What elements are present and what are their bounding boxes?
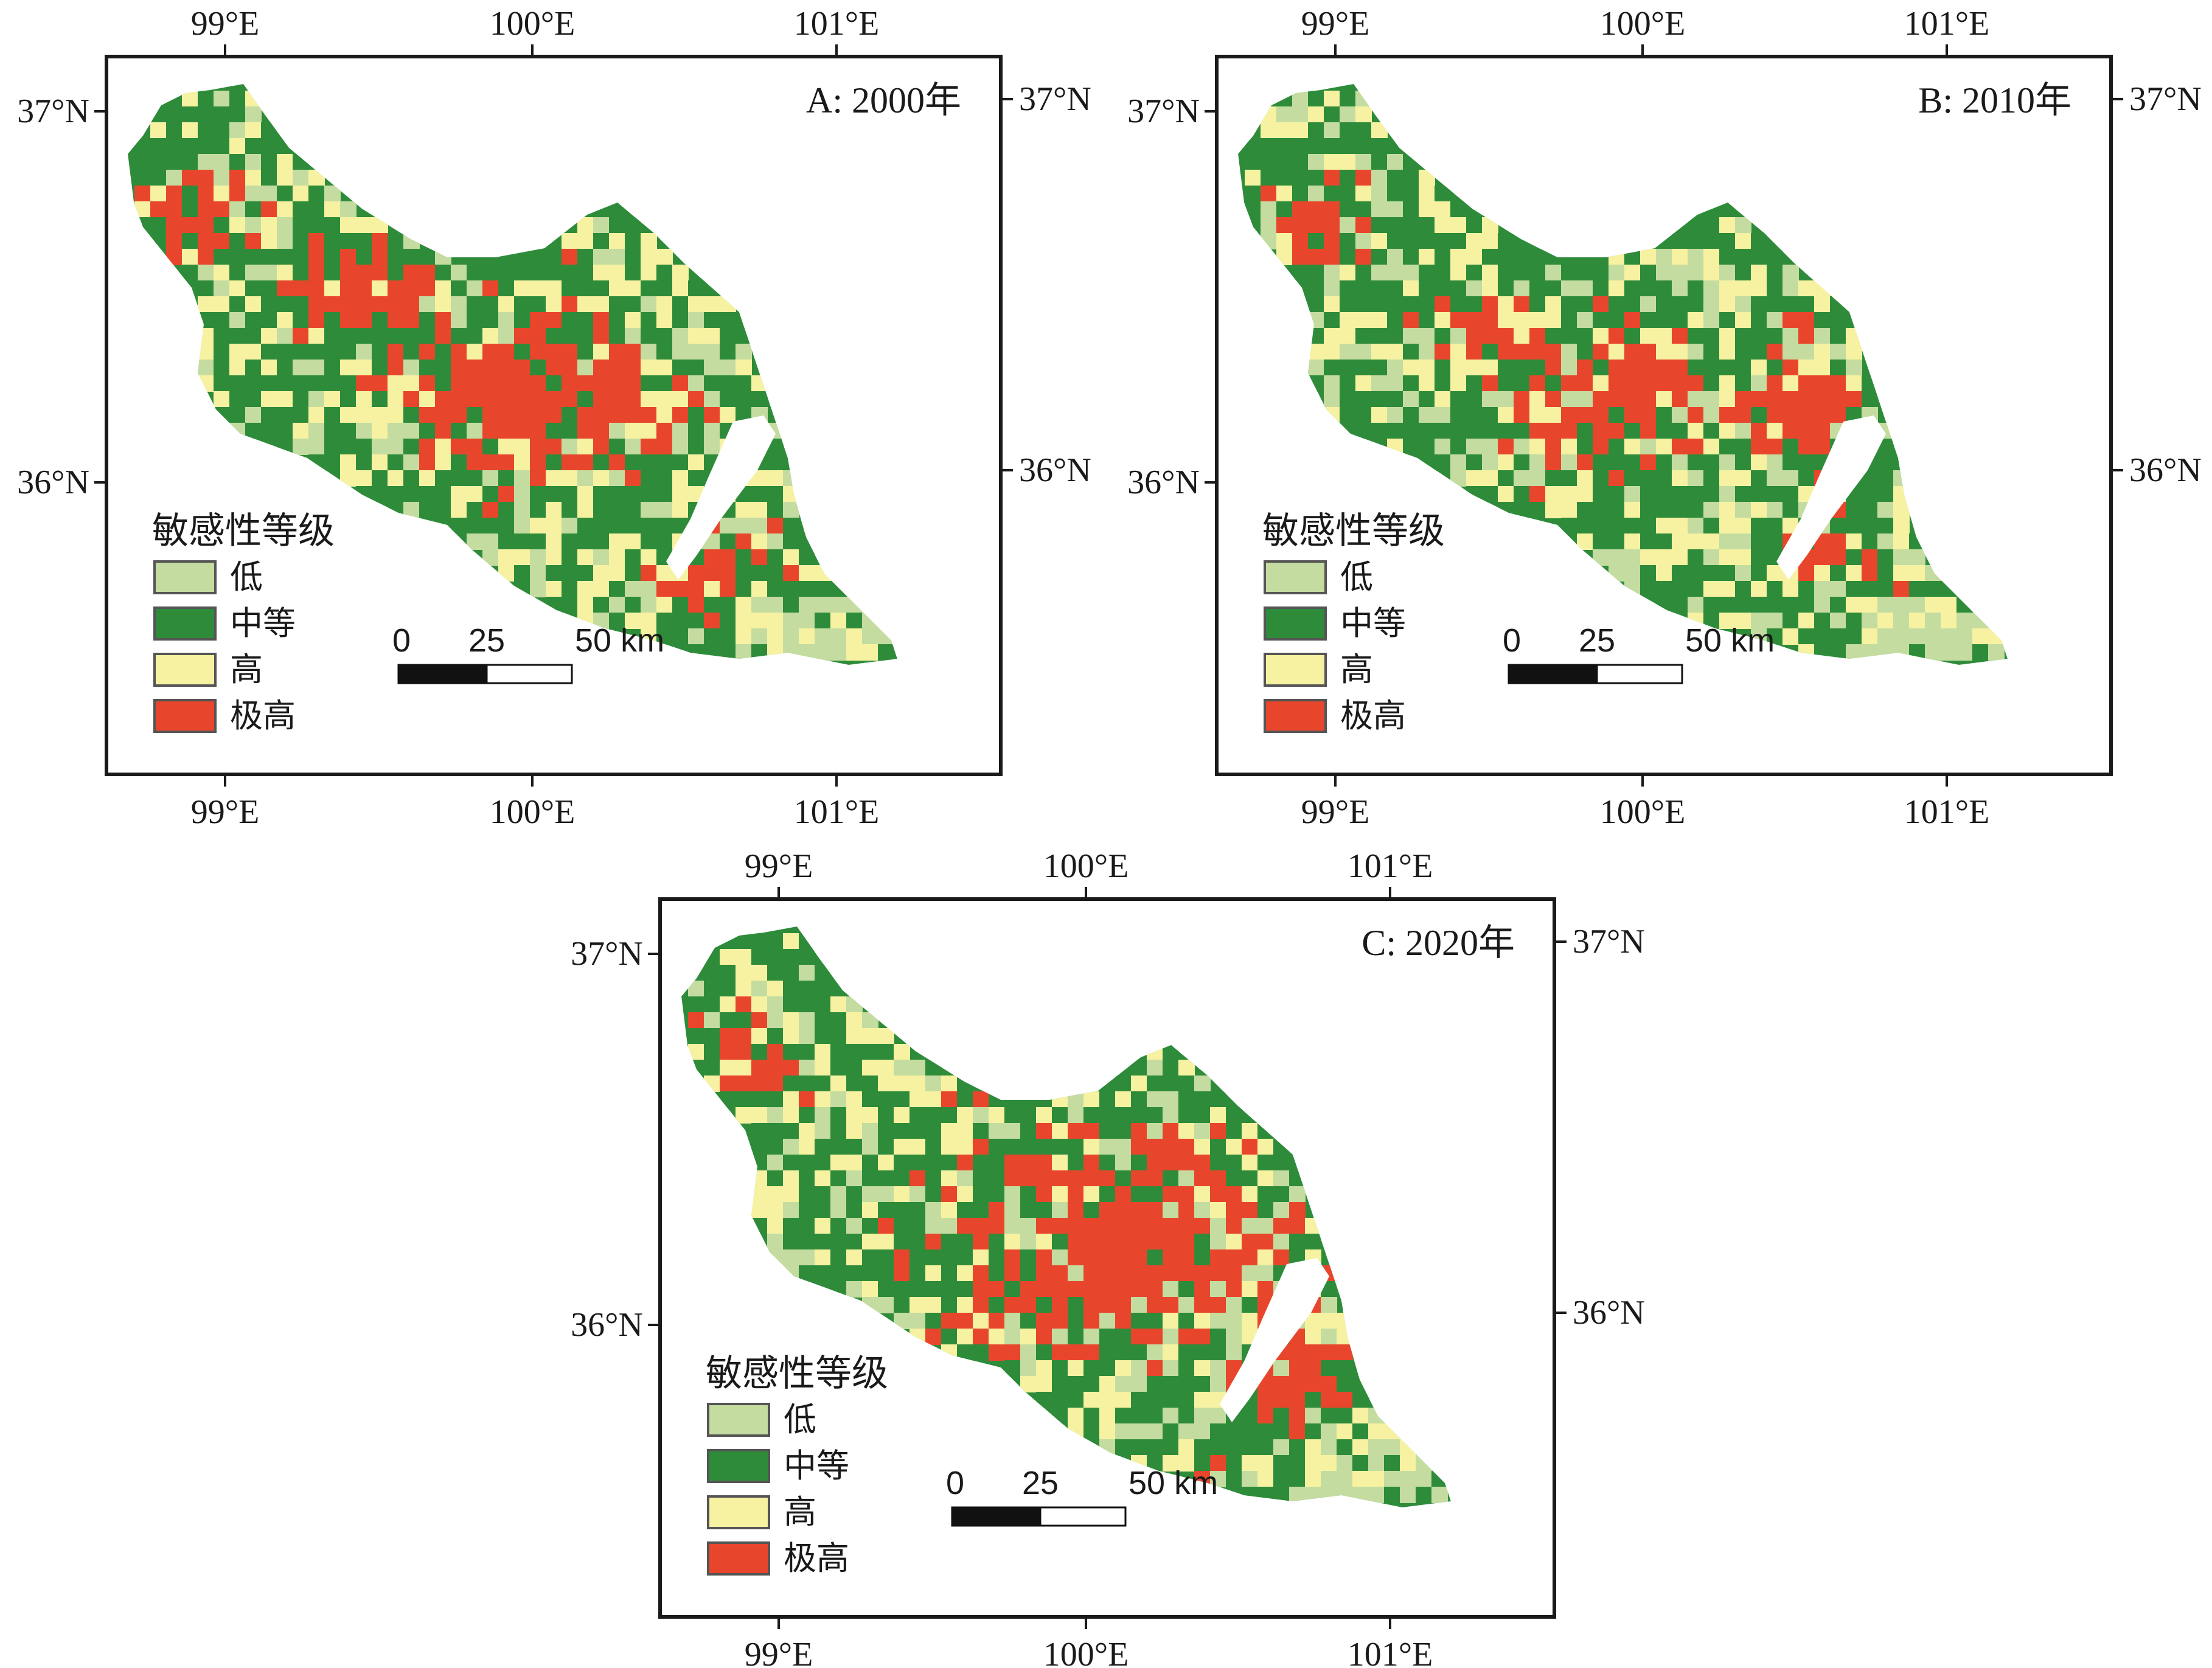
lat-tick-label-right: 36°N xyxy=(1019,451,1091,489)
lon-tick-label-bottom: 99°E xyxy=(745,1636,813,1668)
lat-tick-label-left: 36°N xyxy=(17,464,89,501)
legend-label: 中等 xyxy=(230,604,296,642)
lat-tick-label-left: 37°N xyxy=(1127,92,1200,130)
sensitivity-raster xyxy=(1238,84,2008,665)
legend-swatch xyxy=(153,606,217,641)
legend-swatch xyxy=(153,653,217,687)
lon-tick-label-bottom: 101°E xyxy=(1348,1636,1433,1668)
lon-tick-label-top: 100°E xyxy=(490,5,576,43)
lat-tick-label-right: 36°N xyxy=(1573,1294,1645,1332)
lon-tick-label-bottom: 100°E xyxy=(1043,1636,1129,1668)
lon-tick-label-top: 99°E xyxy=(1301,5,1370,43)
lat-tick-label-right: 37°N xyxy=(1019,80,1091,118)
lon-tick-label-bottom: 101°E xyxy=(1904,793,1990,831)
lon-tick-label-top: 99°E xyxy=(191,5,260,43)
legend-label: 中等 xyxy=(784,1447,849,1485)
legend-swatch xyxy=(707,1449,770,1483)
legend-title: 敏感性等级 xyxy=(152,510,335,552)
lat-tick-label-left: 37°N xyxy=(17,92,89,130)
map-panel-c: 99°E 99°E 100°E 100°E 101°E 101°E 37°N 37°N 36°N… xyxy=(571,847,1645,1668)
lon-tick-label-bottom: 100°E xyxy=(490,793,576,831)
scale-label: 50 km xyxy=(1129,1465,1218,1501)
panel-title: C: 2020年 xyxy=(1362,923,1515,963)
scale-label: 0 xyxy=(1503,622,1521,659)
lon-tick-label-top: 99°E xyxy=(745,847,813,885)
map-frame xyxy=(105,55,1003,776)
legend-swatch xyxy=(1264,699,1327,733)
lon-tick-label-top: 101°E xyxy=(1348,847,1433,885)
scale-label: 0 xyxy=(392,622,411,659)
legend-label: 低 xyxy=(1340,558,1373,596)
legend-title: 敏感性等级 xyxy=(706,1352,888,1395)
scale-bar: 0 25 50 km xyxy=(1503,622,1775,684)
legend-label: 极高 xyxy=(784,1539,849,1577)
legend-label: 高 xyxy=(1340,650,1373,689)
map-frame xyxy=(658,897,1556,1619)
legend-swatch xyxy=(707,1495,770,1529)
legend-label: 中等 xyxy=(1340,604,1406,642)
legend-swatch xyxy=(1264,653,1327,687)
lon-tick-label-bottom: 101°E xyxy=(794,793,880,831)
legend-title: 敏感性等级 xyxy=(1262,510,1445,552)
scale-label: 25 xyxy=(1022,1465,1059,1501)
legend-label: 高 xyxy=(230,650,263,689)
scale-label: 25 xyxy=(1579,622,1615,659)
legend-label: 极高 xyxy=(1340,697,1406,735)
lon-tick-label-top: 101°E xyxy=(1904,5,1990,43)
legend-swatch xyxy=(153,699,217,733)
lon-tick-label-top: 100°E xyxy=(1600,5,1686,43)
legend-label: 极高 xyxy=(230,697,296,735)
scale-label: 50 km xyxy=(1685,622,1775,659)
lake-shape xyxy=(1776,415,1886,580)
legend-swatch xyxy=(1264,560,1327,594)
scale-label: 25 xyxy=(468,622,505,659)
legend-swatch xyxy=(707,1403,770,1437)
lon-tick-label-top: 100°E xyxy=(1043,847,1129,885)
scale-bar: 0 25 50 km xyxy=(946,1465,1218,1527)
lat-tick-label-right: 36°N xyxy=(2129,451,2202,489)
scale-label: 50 km xyxy=(575,622,664,659)
legend-label: 高 xyxy=(784,1493,816,1531)
legend-swatch xyxy=(1264,606,1327,641)
lat-tick-label-left: 37°N xyxy=(571,935,643,973)
lat-tick-label-right: 37°N xyxy=(2129,80,2202,118)
lat-tick-label-left: 36°N xyxy=(571,1306,643,1344)
lat-tick-label-left: 36°N xyxy=(1127,464,1200,501)
lon-tick-label-bottom: 99°E xyxy=(191,793,260,831)
sensitivity-raster xyxy=(128,84,897,665)
scale-label: 0 xyxy=(946,1465,964,1501)
lon-tick-label-bottom: 99°E xyxy=(1301,793,1370,831)
legend-label: 低 xyxy=(784,1400,816,1439)
lat-tick-label-right: 37°N xyxy=(1573,923,1645,961)
legend-swatch xyxy=(153,560,217,594)
panel-title: B: 2010年 xyxy=(1918,80,2071,120)
scale-bar: 0 25 50 km xyxy=(392,622,664,684)
map-panel-a: 99°E 99°E 100°E 100°E 101°E 101°E 37°N 37°N 36°N… xyxy=(17,5,1091,831)
lon-tick-label-top: 101°E xyxy=(794,5,880,43)
map-frame xyxy=(1215,55,2113,776)
legend-swatch xyxy=(707,1541,770,1576)
panel-title: A: 2000年 xyxy=(806,80,961,120)
lake-shape xyxy=(666,415,776,580)
legend-label: 低 xyxy=(230,558,263,596)
lon-tick-label-bottom: 100°E xyxy=(1600,793,1686,831)
map-panel-b: 99°E 99°E 100°E 100°E 101°E 101°E 37°N 37°N 36°N… xyxy=(1127,5,2202,831)
lake-shape xyxy=(1220,1258,1329,1422)
